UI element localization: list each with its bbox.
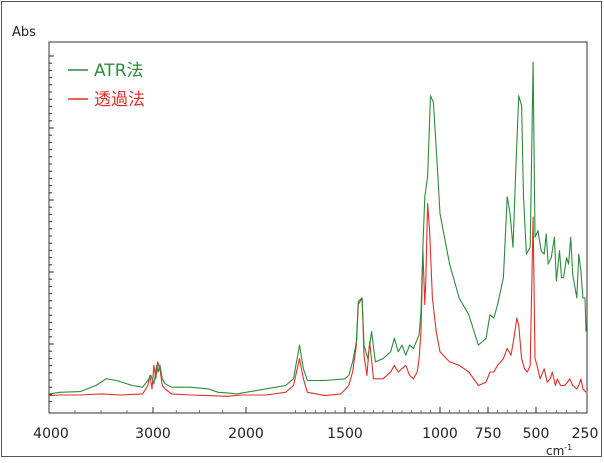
x-axis-label-sup: -1	[564, 443, 572, 452]
outer-frame	[1, 1, 602, 457]
legend-label-atr: ATR法	[94, 61, 144, 81]
x-axis-label: cm-1	[546, 443, 572, 458]
legend-label-transmission: 透過法	[94, 90, 145, 110]
series-layer	[48, 61, 587, 397]
series-line-atr	[48, 61, 587, 395]
y-axis-ticks	[49, 55, 54, 403]
x-tick-label: 500	[523, 426, 550, 442]
x-tick-label: 4000	[33, 426, 69, 442]
x-tick-label: 1000	[422, 426, 458, 442]
x-tick-label: 250	[572, 426, 599, 442]
plot-area	[48, 41, 588, 414]
x-tick-label: 3000	[135, 426, 171, 442]
series-line-transmission	[48, 202, 587, 397]
y-axis-label: Abs	[12, 25, 36, 40]
x-axis-ticks: 4000 3000 2000 1500 1000 750 500 250	[33, 407, 598, 442]
legend: ATR法 透過法	[68, 61, 145, 110]
x-axis-label-base: cm	[546, 444, 564, 458]
x-tick-label: 750	[475, 426, 502, 442]
x-tick-label: 1500	[327, 426, 363, 442]
x-tick-label: 2000	[228, 426, 264, 442]
